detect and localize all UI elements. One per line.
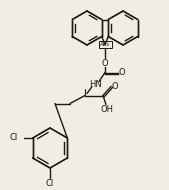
Text: Abs: Abs bbox=[100, 42, 110, 47]
Text: Cl: Cl bbox=[46, 178, 54, 188]
Text: HN: HN bbox=[90, 80, 102, 89]
Text: O: O bbox=[102, 59, 108, 68]
Text: O: O bbox=[119, 68, 125, 77]
Text: O: O bbox=[111, 82, 118, 91]
FancyBboxPatch shape bbox=[99, 41, 112, 48]
Text: Cl: Cl bbox=[9, 134, 18, 142]
Text: OH: OH bbox=[101, 105, 114, 114]
